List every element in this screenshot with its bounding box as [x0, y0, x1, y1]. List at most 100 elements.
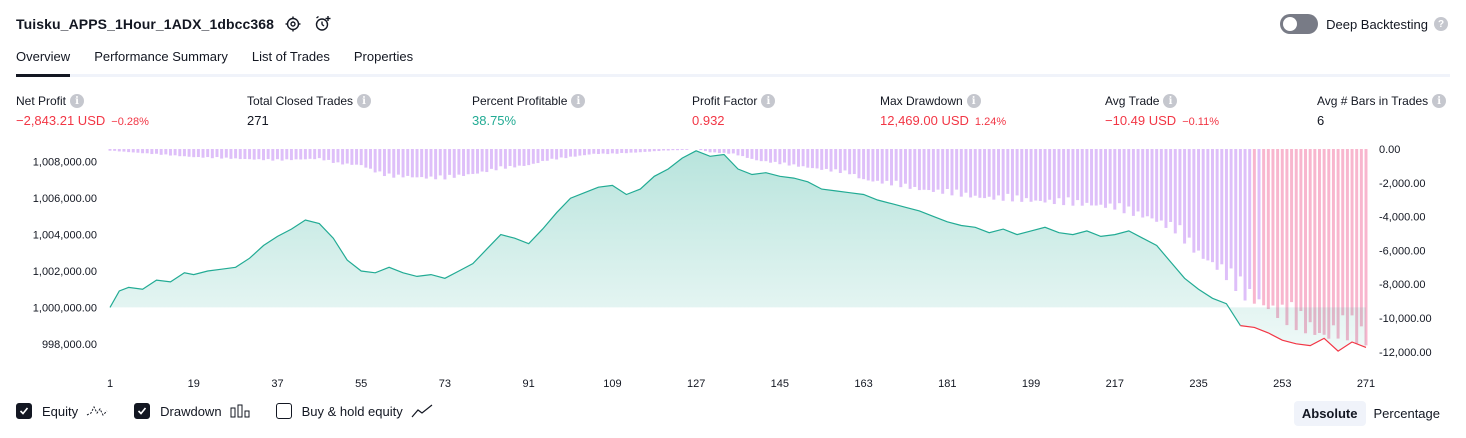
- legend-equity-toggle[interactable]: Equity: [16, 403, 108, 419]
- drawdown-bar: [969, 149, 973, 198]
- right-axis-tick-label: 0.00: [1379, 144, 1400, 156]
- drawdown-bar: [1224, 149, 1228, 281]
- drawdown-bar: [899, 149, 903, 188]
- drawdown-bar: [1062, 149, 1066, 206]
- info-icon[interactable]: i: [70, 94, 85, 108]
- drawdown-bar: [1252, 149, 1256, 304]
- tab-performance-summary[interactable]: Performance Summary: [94, 49, 228, 64]
- drawdown-bar: [336, 149, 340, 163]
- equity-area: [110, 150, 1366, 352]
- stat-avg-trade: Avg Trade i −10.49 USD −0.11%: [1105, 93, 1219, 128]
- info-icon[interactable]: i: [571, 94, 586, 108]
- info-icon[interactable]: i: [966, 94, 981, 108]
- drawdown-bar: [662, 149, 666, 151]
- stat-label: Total Closed Trades: [247, 94, 354, 108]
- deep-backtesting-toggle[interactable]: [1280, 14, 1319, 34]
- right-axis-tick-label: -12,000.00: [1379, 347, 1432, 359]
- drawdown-bar: [1155, 149, 1159, 222]
- drawdown-bar: [201, 149, 205, 158]
- drawdown-bar: [792, 149, 796, 165]
- drawdown-bar: [252, 149, 256, 160]
- tab-list-of-trades[interactable]: List of Trades: [251, 49, 330, 64]
- drawdown-bar: [1359, 149, 1363, 327]
- x-axis-tick-label: 253: [1273, 378, 1291, 390]
- add-alert-clock-icon[interactable]: [312, 13, 334, 35]
- drawdown-bar: [243, 149, 247, 159]
- stat-label: Profit Factor: [692, 94, 758, 108]
- drawdown-bar: [866, 149, 870, 181]
- drawdown-bar: [1173, 149, 1177, 234]
- drawdown-bar: [852, 149, 856, 175]
- drawdown-bar: [1178, 149, 1182, 226]
- drawdown-bar: [378, 149, 382, 172]
- drawdown-bar: [648, 149, 652, 152]
- drawdown-bar: [429, 149, 433, 177]
- drawdown-bar: [159, 149, 163, 155]
- stat-profit-factor: Profit Factor i 0.932: [692, 93, 776, 128]
- drawdown-bar: [890, 149, 893, 186]
- drawdown-bar: [1243, 149, 1247, 301]
- drawdown-bar: [1234, 149, 1238, 291]
- drawdown-bar: [1299, 149, 1303, 312]
- legend-buy-hold-toggle[interactable]: Buy & hold equity: [275, 403, 433, 419]
- drawdown-bar: [1313, 149, 1317, 335]
- drawdown-bar: [182, 149, 186, 157]
- drawdown-bar: [1322, 149, 1326, 335]
- drawdown-bar: [657, 149, 661, 152]
- drawdown-bar: [815, 149, 819, 169]
- drawdown-bar: [634, 149, 638, 153]
- drawdown-bar: [206, 149, 210, 158]
- drawdown-bar: [1113, 149, 1117, 210]
- drawdown-bar: [471, 149, 475, 174]
- info-icon[interactable]: i: [357, 94, 372, 108]
- drawdown-bar: [848, 149, 852, 175]
- drawdown-bar: [796, 149, 800, 167]
- settings-gear-icon[interactable]: [282, 13, 304, 35]
- info-icon[interactable]: i: [1432, 94, 1447, 108]
- percentage-mode-button[interactable]: Percentage: [1373, 406, 1441, 421]
- equity-drawdown-chart[interactable]: 1,008,000.00 1,006,000.00 1,004,000.00 1,00…: [0, 140, 1466, 398]
- drawdown-bar: [806, 149, 810, 168]
- drawdown-bar: [303, 149, 307, 160]
- drawdown-bar: [355, 149, 359, 165]
- drawdown-bar: [220, 149, 224, 159]
- drawdown-bar: [941, 149, 945, 194]
- equity-checkbox[interactable]: [16, 403, 32, 419]
- drawdown-bar: [787, 149, 791, 166]
- tab-overview[interactable]: Overview: [16, 44, 71, 77]
- drawdown-bar: [1327, 149, 1331, 339]
- drawdown-checkbox[interactable]: [134, 403, 151, 419]
- drawdown-bar: [271, 149, 275, 161]
- drawdown-bar: [1257, 149, 1261, 300]
- info-icon[interactable]: i: [761, 94, 776, 108]
- legend-drawdown-toggle[interactable]: Drawdown: [134, 403, 250, 419]
- drawdown-bar: [466, 149, 470, 175]
- drawdown-bar: [1280, 149, 1284, 305]
- drawdown-bar: [610, 149, 614, 154]
- absolute-mode-button[interactable]: Absolute: [1293, 401, 1366, 426]
- drawdown-bar: [983, 149, 987, 199]
- info-icon[interactable]: i: [1163, 94, 1178, 108]
- help-question-icon[interactable]: ?: [1434, 17, 1448, 31]
- buy-hold-checkbox[interactable]: [275, 403, 292, 419]
- left-axis-tick-label: 998,000.00: [42, 339, 97, 351]
- value-mode-switch: Absolute Percentage: [1293, 401, 1448, 426]
- tab-properties[interactable]: Properties: [353, 49, 414, 64]
- drawdown-bar: [666, 149, 670, 151]
- drawdown-bar: [1331, 149, 1335, 326]
- drawdown-bar: [424, 149, 428, 179]
- drawdown-bar: [759, 149, 763, 162]
- drawdown-bar: [578, 149, 582, 156]
- drawdown-bar: [829, 149, 833, 172]
- drawdown-bar: [1164, 149, 1168, 228]
- drawdown-bar: [1262, 149, 1266, 306]
- drawdown-bar: [1355, 149, 1359, 344]
- drawdown-bar: [1229, 149, 1233, 269]
- drawdown-bar: [843, 149, 847, 171]
- drawdown-bar: [1136, 149, 1140, 212]
- drawdown-bar: [1010, 149, 1014, 202]
- drawdown-bar: [1276, 149, 1280, 318]
- drawdown-bar: [764, 149, 768, 162]
- drawdown-bar: [234, 149, 238, 159]
- drawdown-bar: [1211, 149, 1214, 263]
